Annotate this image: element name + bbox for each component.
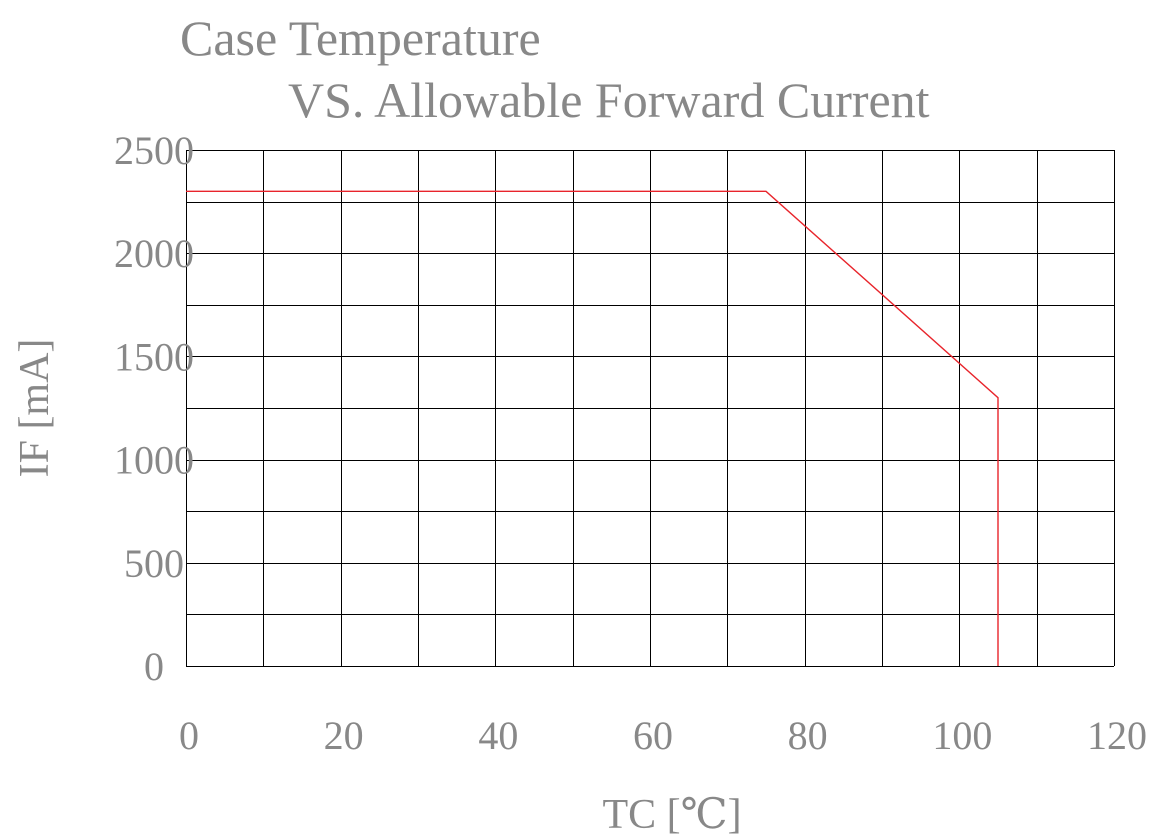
x-axis-label: TC [℃] — [602, 792, 741, 837]
y-tick-label-500: 500 — [124, 541, 184, 586]
x-tick-label-80: 80 — [788, 713, 828, 758]
chart-title-line1: Case Temperature — [180, 10, 541, 66]
y-tick-label-2000: 2000 — [114, 231, 194, 276]
x-tick-label-0: 0 — [179, 713, 199, 758]
y-tick-labels: 0 500 1000 1500 2000 2500 — [114, 128, 194, 689]
y-tick-label-1000: 1000 — [114, 438, 194, 483]
x-tick-label-60: 60 — [633, 713, 673, 758]
x-tick-label-40: 40 — [478, 713, 518, 758]
series-line-0 — [186, 190, 999, 666]
x-tick-label-20: 20 — [324, 713, 364, 758]
y-tick-label-2500: 2500 — [114, 128, 194, 173]
chart-title-line2: VS. Allowable Forward Current — [288, 72, 930, 128]
y-tick-label-1500: 1500 — [114, 334, 194, 379]
x-tick-labels: 0 20 40 60 80 100 120 — [179, 713, 1147, 758]
y-tick-label-0: 0 — [144, 644, 164, 689]
plot-grid — [186, 150, 1115, 667]
x-tick-label-120: 120 — [1087, 713, 1147, 758]
y-axis-label: IF [mA] — [12, 339, 58, 478]
series-layer — [186, 190, 999, 666]
x-tick-label-100: 100 — [932, 713, 992, 758]
